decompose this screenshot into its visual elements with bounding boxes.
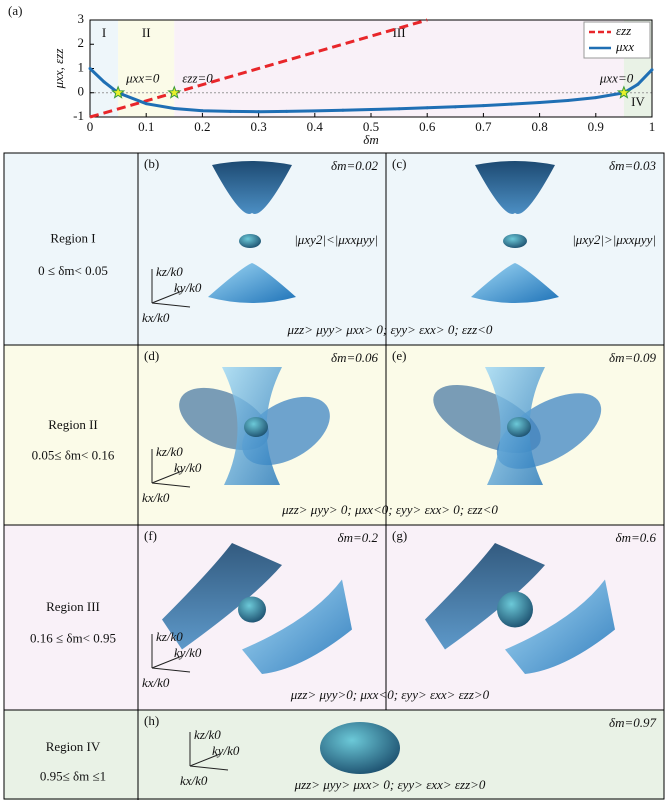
- y-tick-label: 2: [78, 35, 85, 50]
- axis-label: kx/k0: [180, 773, 208, 788]
- annotation: εzz=0: [182, 71, 213, 86]
- data-point: [510, 103, 513, 106]
- legend-label: εzz: [616, 23, 631, 38]
- panel-label: (g): [392, 528, 407, 543]
- data-point: [370, 108, 373, 111]
- axis-label: kz/k0: [156, 629, 183, 644]
- y-axis-label: μxx, εzz: [51, 49, 66, 90]
- region-range: 0.16 ≤ δm< 0.95: [30, 631, 116, 646]
- axis-label: kx/k0: [142, 675, 170, 690]
- panel-note: |μxy2|<|μxxμyy|: [294, 232, 378, 247]
- x-tick-label: 0: [87, 119, 94, 134]
- axis-label: kx/k0: [142, 490, 170, 505]
- region-name: Region III: [46, 599, 100, 614]
- x-tick-label: 1: [649, 119, 656, 134]
- surface: [507, 417, 531, 437]
- data-point: [257, 110, 260, 113]
- data-point: [566, 99, 569, 102]
- data-point: [482, 104, 485, 107]
- region-label: II: [142, 25, 151, 40]
- x-tick-label: 0.8: [531, 119, 547, 134]
- legend-label: μxx: [615, 39, 634, 54]
- x-tick-label: 0.4: [307, 119, 324, 134]
- panel-label: (a): [8, 3, 22, 18]
- condition: μzz> μyy>0; μxx<0; εyy> εxx> εzz>0: [290, 687, 490, 702]
- data-point: [594, 96, 597, 99]
- surface-illustration: [320, 722, 400, 774]
- y-tick-label: 1: [78, 59, 85, 74]
- annotation: μxx=0: [125, 71, 160, 86]
- panel-parameter: δm=0.06: [331, 350, 378, 365]
- data-point: [285, 110, 288, 113]
- axis-label: kz/k0: [156, 264, 183, 279]
- region-name: Region II: [48, 417, 97, 432]
- condition: μzz> μyy> 0; μxx<0; εyy> εxx> 0; εzz<0: [281, 502, 498, 517]
- data-point: [651, 68, 654, 71]
- row-background: [4, 153, 664, 345]
- surface: [244, 417, 268, 437]
- x-axis-label: δm: [363, 132, 378, 147]
- data-point: [145, 102, 148, 105]
- surface: [239, 234, 261, 248]
- panel-parameter: δm=0.03: [609, 158, 656, 173]
- x-tick-label: 0.2: [194, 119, 210, 134]
- data-point: [201, 109, 204, 112]
- axis-label: ky/k0: [174, 280, 202, 295]
- surface: [238, 597, 266, 623]
- region-label: I: [102, 25, 106, 40]
- panel-parameter: δm=0.02: [331, 158, 378, 173]
- data-point: [454, 105, 457, 108]
- panel-label: (d): [144, 348, 159, 363]
- panel-parameter: δm=0.97: [609, 715, 656, 730]
- data-point: [103, 80, 106, 83]
- x-tick-label: 0.6: [419, 119, 436, 134]
- data-point: [229, 110, 232, 113]
- panel-label: (h): [144, 713, 159, 728]
- data-point: [636, 83, 639, 86]
- panel-parameter: δm=0.2: [338, 530, 379, 545]
- y-tick-label: -1: [73, 108, 84, 123]
- axis-label: kz/k0: [194, 727, 221, 742]
- panel-label: (f): [144, 528, 157, 543]
- axis-label: ky/k0: [174, 645, 202, 660]
- condition: μzz> μyy> μxx> 0; εyy> εxx> 0; εzz<0: [287, 322, 493, 337]
- figure: IIIIIIIV00.10.20.30.40.50.60.70.80.91-10…: [0, 0, 672, 800]
- region-range: 0.95≤ δm ≤1: [40, 768, 106, 783]
- surface: [497, 592, 533, 628]
- axis-label: kx/k0: [142, 310, 170, 325]
- surface: [503, 234, 527, 248]
- panel-note: |μxy2|>|μxxμyy|: [572, 232, 656, 247]
- panel-parameter: δm=0.09: [609, 350, 656, 365]
- x-tick-label: 0.9: [588, 119, 604, 134]
- surface: [320, 722, 400, 774]
- data-point: [398, 107, 401, 110]
- panel-parameter: δm=0.6: [616, 530, 657, 545]
- data-point: [173, 107, 176, 110]
- data-point: [89, 67, 92, 70]
- x-tick-label: 0.1: [138, 119, 154, 134]
- condition: μzz> μyy> μxx> 0; εyy> εxx> εzz>0: [294, 777, 486, 792]
- panel-label: (e): [392, 348, 406, 363]
- panel-label: (c): [392, 156, 406, 171]
- region-range: 0 ≤ δm< 0.05: [38, 263, 108, 278]
- y-tick-label: 0: [78, 84, 85, 99]
- data-point: [538, 101, 541, 104]
- region-range: 0.05≤ δm< 0.16: [32, 448, 115, 463]
- data-point: [341, 109, 344, 112]
- x-tick-label: 0.3: [250, 119, 266, 134]
- data-point: [313, 109, 316, 112]
- axis-label: kz/k0: [156, 444, 183, 459]
- region-name: Region IV: [46, 739, 101, 754]
- axis-label: ky/k0: [212, 743, 240, 758]
- x-tick-label: 0.7: [475, 119, 492, 134]
- y-tick-label: 3: [78, 11, 85, 26]
- panel-label: (b): [144, 156, 159, 171]
- region-label: IV: [631, 94, 645, 109]
- region-name: Region I: [50, 230, 95, 245]
- annotation: μxx=0: [599, 71, 634, 86]
- data-point: [426, 106, 429, 109]
- axis-label: ky/k0: [174, 460, 202, 475]
